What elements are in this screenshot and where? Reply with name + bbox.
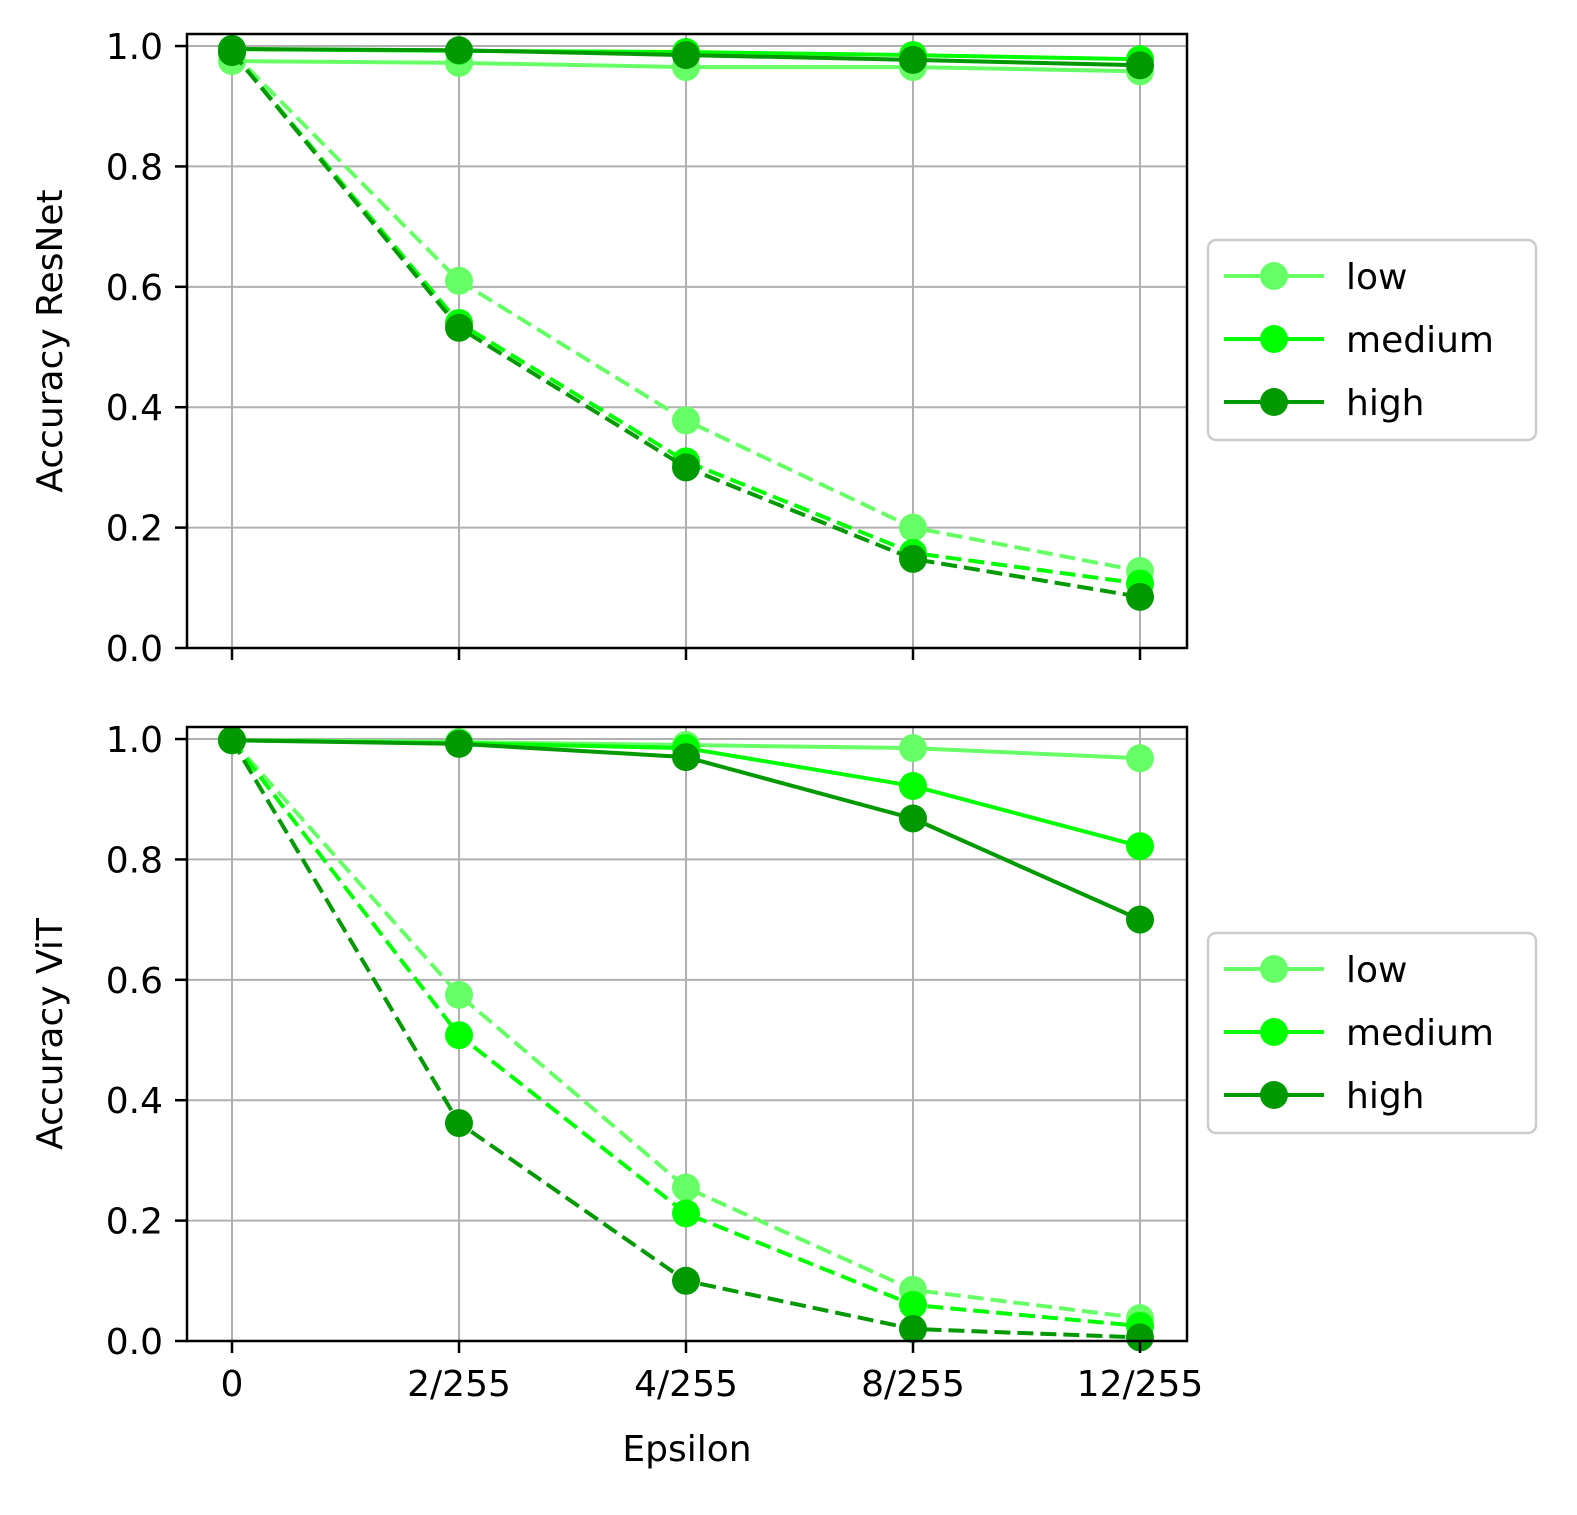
y-tick-label: 0.6	[106, 268, 163, 309]
x-tick-label: 8/255	[861, 1364, 965, 1405]
data-point-low	[899, 513, 927, 542]
y-axis-label: Accuracy ResNet	[30, 189, 71, 492]
data-point-high	[1126, 905, 1154, 934]
x-tick-label: 2/255	[407, 1364, 511, 1405]
y-tick-label: 0.2	[106, 509, 163, 550]
legend-label-high: high	[1346, 1076, 1425, 1117]
data-point-high	[672, 1266, 700, 1295]
data-point-low	[445, 266, 473, 295]
data-point-high	[1126, 1323, 1154, 1352]
data-point-low	[672, 406, 700, 435]
x-tick-label: 12/255	[1077, 1364, 1204, 1405]
legend: low medium high	[1206, 238, 1538, 442]
data-point-high	[672, 743, 700, 772]
legend-marker-low	[1260, 262, 1288, 290]
data-point-high	[672, 453, 700, 482]
data-point-medium	[445, 1021, 473, 1050]
data-point-high	[899, 45, 927, 74]
legend-label-low: low	[1346, 950, 1407, 991]
panel-2: 0.0 0.2 0.4 0.6 0.8 1.0 0 2/255 4/255 8/255 12/255…	[30, 720, 1538, 1470]
y-tick-label: 0.8	[106, 147, 163, 188]
legend-marker-high	[1260, 1081, 1288, 1109]
data-point-low	[672, 1173, 700, 1202]
legend: low medium high	[1206, 931, 1538, 1135]
legend-label-medium: medium	[1346, 1013, 1494, 1054]
y-tick-label: 1.0	[106, 720, 163, 761]
y-axis-label: Accuracy ViT	[30, 917, 71, 1150]
legend-label-low: low	[1346, 257, 1407, 298]
legend-label-high: high	[1346, 383, 1425, 424]
y-tick-label: 0.0	[106, 629, 163, 670]
data-point-high	[899, 544, 927, 573]
series-line-medium-dashed	[230, 50, 1141, 586]
data-point-high	[218, 38, 246, 67]
x-tick-label: 4/255	[634, 1364, 738, 1405]
data-point-high	[445, 729, 473, 758]
legend-box	[1206, 238, 1538, 442]
data-point-high	[1126, 582, 1154, 611]
data-point-medium	[1126, 832, 1154, 861]
data-point-high	[445, 36, 473, 65]
legend-marker-medium	[1260, 325, 1288, 353]
data-point-high	[899, 804, 927, 833]
data-point-low	[1126, 744, 1154, 773]
legend-label-medium: medium	[1346, 320, 1494, 361]
data-point-high	[445, 313, 473, 342]
y-tick-label: 0.0	[106, 1322, 163, 1363]
data-point-low	[445, 980, 473, 1009]
data-point-high	[218, 726, 246, 755]
data-point-medium	[899, 1290, 927, 1319]
legend-marker-medium	[1260, 1018, 1288, 1046]
panel-1: 0.0 0.2 0.4 0.6 0.8 1.0 Accuracy ResNet low medi…	[30, 27, 1538, 670]
y-tick-label: 0.4	[106, 388, 163, 429]
y-tick-label: 0.2	[106, 1202, 163, 1243]
x-tick-label: 0	[221, 1364, 244, 1405]
legend-marker-low	[1260, 955, 1288, 983]
data-point-high	[672, 41, 700, 70]
data-point-medium	[899, 771, 927, 800]
series-line-medium-dashed	[230, 739, 1141, 1328]
x-axis-label: Epsilon	[622, 1429, 751, 1470]
data-point-high	[445, 1109, 473, 1138]
y-tick-label: 0.4	[106, 1081, 163, 1122]
y-tick-label: 0.6	[106, 961, 163, 1002]
y-tick-label: 1.0	[106, 27, 163, 68]
legend-box	[1206, 931, 1538, 1135]
data-point-low	[899, 734, 927, 763]
data-point-high	[899, 1314, 927, 1343]
legend-marker-high	[1260, 388, 1288, 416]
y-tick-label: 0.8	[106, 840, 163, 881]
data-point-high	[1126, 51, 1154, 80]
data-point-medium	[672, 1199, 700, 1228]
